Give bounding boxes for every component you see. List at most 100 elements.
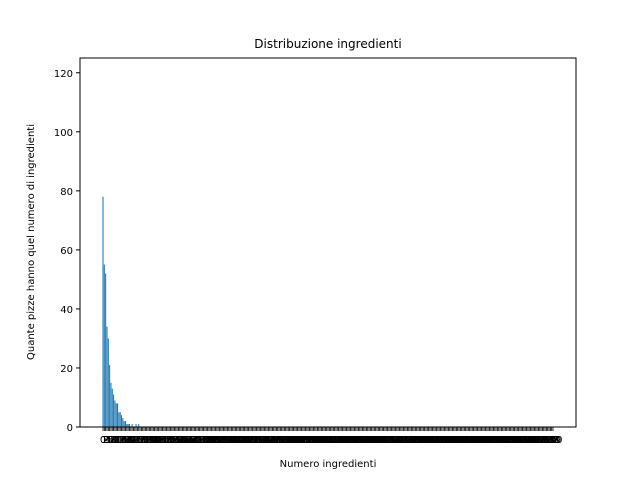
x-tick-label: 161 xyxy=(307,435,326,446)
x-tick-label: 36 xyxy=(144,435,157,446)
x-tick-label: 122 xyxy=(255,435,274,446)
x-tick-label: 265 xyxy=(444,435,463,446)
x-tick-label: 54 xyxy=(168,435,181,446)
x-tick-label: 22 xyxy=(126,435,139,446)
x-tick-label: 318 xyxy=(514,435,533,446)
x-tick-label: 170 xyxy=(318,435,337,446)
x-tick-label: 163 xyxy=(309,435,328,446)
x-tick-label: 110 xyxy=(239,435,258,446)
x-tick-label: 59 xyxy=(175,435,188,446)
x-tick-label: 254 xyxy=(430,435,449,446)
x-tick-label: 116 xyxy=(247,435,266,446)
x-tick-label: 300 xyxy=(491,435,510,446)
x-tick-label: 312 xyxy=(506,435,525,446)
x-tick-label: 168 xyxy=(316,435,335,446)
x-tick-label: 277 xyxy=(460,435,479,446)
x-tick-label: 32 xyxy=(139,435,152,446)
x-tick-label: 42 xyxy=(152,435,165,446)
x-tick-label: 240 xyxy=(411,435,430,446)
x-tick-label: 1 xyxy=(101,435,107,446)
y-tick-label: 80 xyxy=(60,187,73,198)
x-tick-label: 228 xyxy=(395,435,414,446)
x-tick-label: 175 xyxy=(325,435,344,446)
x-tick-label: 74 xyxy=(195,435,208,446)
x-tick-label: 155 xyxy=(299,435,318,446)
x-tick-label: 178 xyxy=(329,435,348,446)
x-tick-label: 125 xyxy=(259,435,278,446)
x-tick-label: 58 xyxy=(173,435,186,446)
x-tick-label: 206 xyxy=(366,435,385,446)
bar xyxy=(102,196,104,427)
x-tick-label: 324 xyxy=(522,435,541,446)
x-tick-label: 329 xyxy=(529,435,548,446)
x-tick-label: 319 xyxy=(516,435,535,446)
bar xyxy=(122,418,124,427)
x-tick-label: 15 xyxy=(116,435,129,446)
x-tick-label: 166 xyxy=(313,435,332,446)
x-tick-label: 292 xyxy=(480,435,499,446)
x-tick-label: 331 xyxy=(532,435,551,446)
x-tick-label: 218 xyxy=(382,435,401,446)
x-tick-label: 141 xyxy=(280,435,299,446)
x-tick-label: 215 xyxy=(378,435,397,446)
x-tick-label: 195 xyxy=(352,435,371,446)
x-tick-label: 291 xyxy=(479,435,498,446)
x-tick-label: 97 xyxy=(225,435,238,446)
x-tick-label: 266 xyxy=(446,435,465,446)
y-tick-label: 100 xyxy=(54,128,73,139)
x-tick-label: 157 xyxy=(301,435,320,446)
x-tick-label: 197 xyxy=(354,435,373,446)
x-tick-label: 164 xyxy=(311,435,330,446)
x-tick-label: 145 xyxy=(285,435,304,446)
x-tick-label: 96 xyxy=(224,435,237,446)
x-tick-label: 37 xyxy=(146,435,159,446)
x-tick-label: 38 xyxy=(147,435,160,446)
x-tick-label: 68 xyxy=(187,435,200,446)
x-tick-label: 279 xyxy=(463,435,482,446)
x-tick-label: 153 xyxy=(296,435,315,446)
x-tick-label: 224 xyxy=(390,435,409,446)
x-tick-label: 249 xyxy=(423,435,442,446)
x-tick-label: 126 xyxy=(260,435,279,446)
x-tick-label: 278 xyxy=(461,435,480,446)
bar xyxy=(106,326,108,427)
x-tick-label: 248 xyxy=(422,435,441,446)
x-tick-label: 275 xyxy=(457,435,476,446)
bar xyxy=(138,424,140,427)
x-tick-label: 202 xyxy=(361,435,380,446)
x-tick-label: 257 xyxy=(434,435,453,446)
x-tick-label: 52 xyxy=(165,435,178,446)
x-tick-label: 207 xyxy=(367,435,386,446)
x-tick-label: 91 xyxy=(217,435,230,446)
x-tick-label: 137 xyxy=(275,435,294,446)
x-tick-label: 303 xyxy=(494,435,513,446)
x-tick-label: 77 xyxy=(199,435,212,446)
x-tick-label: 131 xyxy=(267,435,286,446)
x-tick-label: 270 xyxy=(451,435,470,446)
x-tick-label: 76 xyxy=(197,435,210,446)
x-tick-label: 93 xyxy=(220,435,233,446)
x-tick-label: 72 xyxy=(192,435,205,446)
x-tick-label: 333 xyxy=(534,435,553,446)
x-tick-label: 39 xyxy=(148,435,161,446)
x-tick-label: 144 xyxy=(284,435,303,446)
x-tick-label: 302 xyxy=(493,435,512,446)
y-tick-label: 20 xyxy=(60,364,73,375)
x-tick-label: 210 xyxy=(371,435,390,446)
x-tick-label: 304 xyxy=(496,435,515,446)
x-tick-label: 44 xyxy=(155,435,168,446)
x-tick-label: 271 xyxy=(452,435,471,446)
y-tick-label: 40 xyxy=(60,305,73,316)
x-tick-label: 209 xyxy=(370,435,389,446)
x-tick-label: 226 xyxy=(393,435,412,446)
x-tick-label: 194 xyxy=(350,435,369,446)
y-tick-label: 120 xyxy=(54,69,73,80)
x-tick-label: 217 xyxy=(381,435,400,446)
x-tick-label: 95 xyxy=(222,435,235,446)
x-tick-label: 221 xyxy=(386,435,405,446)
x-tick-label: 234 xyxy=(403,435,422,446)
x-tick-label: 47 xyxy=(159,435,172,446)
x-tick-label: 320 xyxy=(517,435,536,446)
x-tick-label: 230 xyxy=(398,435,417,446)
x-tick-label: 162 xyxy=(308,435,327,446)
